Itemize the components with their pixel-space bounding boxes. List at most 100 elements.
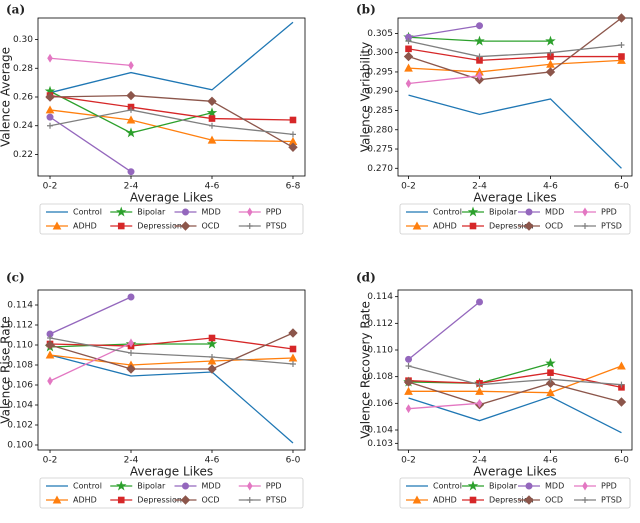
- legend-label: Control: [433, 482, 462, 491]
- y-tick-label: 0.106: [7, 381, 33, 391]
- point-marker: [207, 364, 217, 374]
- point-marker: [547, 49, 554, 56]
- series-line: [408, 372, 622, 388]
- y-tick-label: 0.108: [367, 372, 393, 382]
- y-tick-label: 0.305: [367, 29, 393, 39]
- point-marker: [206, 107, 218, 118]
- legend-label: ADHD: [433, 222, 457, 231]
- legend-label: MDD: [202, 482, 221, 491]
- point-marker: [289, 361, 296, 367]
- point-marker: [474, 35, 485, 46]
- legend-marker: [467, 480, 479, 491]
- series-line: [408, 301, 480, 360]
- series-line: [408, 75, 480, 85]
- series-line: [49, 57, 132, 67]
- legend-label: MDD: [545, 208, 564, 217]
- y-tick-label: 0.112: [7, 321, 33, 331]
- x-tick-label: 4-6: [205, 456, 220, 466]
- y-tick-label: 0.295: [367, 67, 393, 77]
- legend-label: PTSD: [266, 222, 287, 231]
- series-line: [408, 395, 622, 434]
- point-marker: [405, 45, 412, 53]
- y-tick-label: 0.104: [367, 426, 393, 436]
- legend-label: OCD: [202, 222, 220, 231]
- point-marker: [616, 13, 627, 23]
- legend-label: ADHD: [73, 496, 97, 505]
- point-marker: [617, 361, 626, 370]
- panel-label: (d): [356, 271, 376, 285]
- series-line: [408, 94, 622, 169]
- legend-label: Bipolar: [137, 208, 166, 217]
- series-line: [49, 354, 294, 444]
- legend: Control ADHD Bipolar Depression MDD OCD PPD PTS…: [39, 203, 304, 235]
- y-tick-label: 0.114: [7, 301, 33, 311]
- point-marker: [403, 377, 414, 387]
- y-tick-label: 0.100: [7, 441, 33, 451]
- point-marker: [47, 53, 53, 63]
- x-tick-label: 4-6: [543, 182, 558, 192]
- legend-marker: [582, 497, 588, 503]
- point-marker: [208, 354, 215, 360]
- plot-frame: [397, 289, 633, 451]
- point-marker: [546, 388, 555, 397]
- legend-marker: [180, 495, 191, 505]
- y-tick-label: 0.110: [7, 341, 33, 351]
- x-tick-label: 2-4: [472, 182, 487, 192]
- legend: Control ADHD Bipolar Depression MDD OCD PPD PTS…: [399, 203, 631, 235]
- legend-label: Bipolar: [489, 482, 518, 491]
- point-marker: [404, 386, 413, 395]
- y-axis-label: Valence Rise Rate: [0, 316, 13, 423]
- legend-marker: [117, 222, 125, 230]
- legend-label: Bipolar: [137, 482, 166, 491]
- plot-frame: [397, 17, 633, 177]
- point-marker: [618, 53, 625, 60]
- x-tick-label: 6-0: [614, 182, 629, 192]
- point-marker: [618, 381, 625, 388]
- legend-box: [399, 477, 631, 509]
- point-marker: [47, 122, 54, 129]
- point-marker: [545, 378, 556, 389]
- legend-marker: [412, 221, 422, 230]
- y-axis-label: Valence Average: [0, 47, 13, 147]
- series-line: [408, 48, 622, 62]
- y-tick-label: 0.280: [367, 125, 393, 135]
- x-tick-label: 2-4: [124, 182, 139, 192]
- series-line: [49, 296, 132, 335]
- point-marker: [545, 357, 556, 368]
- series-line: [408, 365, 622, 394]
- series-line: [408, 40, 622, 58]
- point-marker: [405, 404, 412, 414]
- point-marker: [289, 116, 297, 124]
- series-line: [408, 365, 622, 386]
- point-marker: [546, 59, 555, 68]
- series-line: [49, 94, 294, 121]
- x-tick-label: 2-4: [124, 456, 139, 466]
- y-tick-label: 0.285: [367, 106, 393, 116]
- y-tick-label: 0.102: [7, 421, 33, 431]
- x-tick-label: 6-8: [286, 182, 301, 192]
- legend-label: OCD: [545, 496, 563, 505]
- y-tick-label: 0.290: [367, 87, 393, 97]
- point-marker: [617, 55, 626, 64]
- legend-marker: [524, 221, 534, 231]
- point-marker: [207, 135, 217, 144]
- legend-marker: [180, 221, 191, 231]
- legend-label: OCD: [202, 496, 220, 505]
- point-marker: [476, 298, 484, 306]
- legend-marker: [246, 497, 253, 503]
- series-line: [408, 402, 480, 410]
- legend-label: PPD: [601, 208, 617, 217]
- point-marker: [208, 115, 216, 122]
- point-marker: [404, 63, 413, 72]
- legend-label: Depression: [137, 496, 182, 505]
- point-marker: [206, 338, 218, 349]
- point-marker: [207, 96, 217, 107]
- legend-marker: [582, 207, 588, 217]
- point-marker: [403, 51, 414, 62]
- legend-label: PPD: [266, 482, 282, 491]
- legend-label: Control: [73, 208, 102, 217]
- legend-label: OCD: [545, 222, 563, 231]
- legend-marker: [246, 481, 253, 491]
